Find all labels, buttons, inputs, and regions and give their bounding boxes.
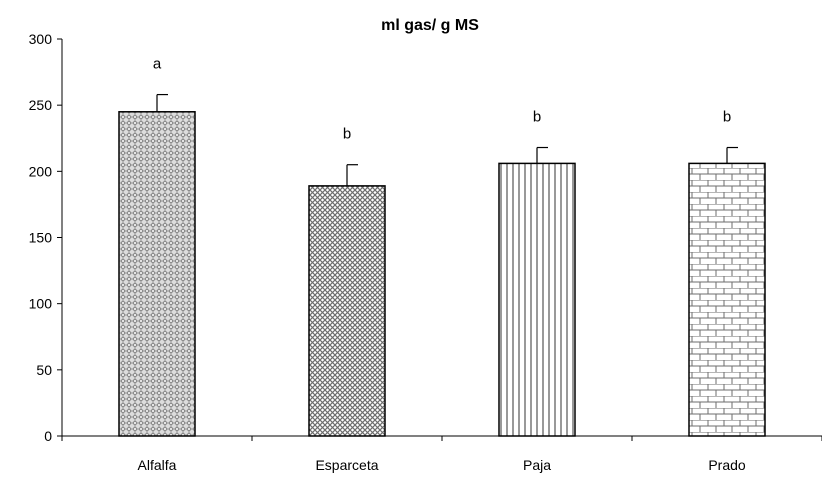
bar-alfalfa <box>118 111 196 437</box>
bars <box>118 111 766 437</box>
chart-title: ml gas/ g MS <box>381 17 479 34</box>
y-tick-label: 0 <box>44 428 52 444</box>
error-bar-paja <box>536 146 548 164</box>
y-tick-label: 100 <box>29 296 53 312</box>
significance-letter: b <box>723 109 731 126</box>
category-label: Paja <box>523 457 551 473</box>
y-tick-label: 250 <box>29 97 53 113</box>
category-label: Esparceta <box>315 457 378 473</box>
category-label: Alfalfa <box>138 457 177 473</box>
significance-labels: a b b b <box>153 56 731 143</box>
category-label: Prado <box>708 457 746 473</box>
error-bar-esparceta <box>346 164 358 186</box>
bar-prado <box>688 162 766 437</box>
significance-letter: b <box>343 126 351 143</box>
y-tick-label: 300 <box>29 31 53 47</box>
y-tick-label: 200 <box>29 163 53 179</box>
significance-letter: a <box>153 56 162 73</box>
bar-esparceta <box>308 185 386 437</box>
significance-letter: b <box>533 109 541 126</box>
y-tick-label: 150 <box>29 230 53 246</box>
error-bars <box>156 93 738 186</box>
category-labels: Alfalfa Esparceta Paja Prado <box>138 457 746 473</box>
error-bar-prado <box>726 146 738 164</box>
y-tick-label: 50 <box>36 362 52 378</box>
x-ticks <box>61 436 822 441</box>
error-bar-alfalfa <box>156 93 168 112</box>
bar-paja <box>498 162 576 437</box>
y-ticks: 0 50 100 150 200 250 300 <box>29 31 62 444</box>
